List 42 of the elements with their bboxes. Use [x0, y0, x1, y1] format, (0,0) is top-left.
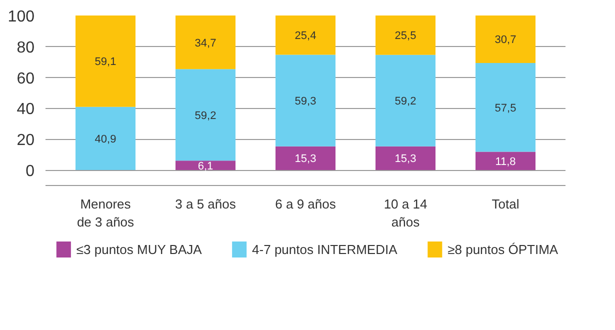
bar: [276, 146, 336, 170]
x-tick-label: 6 a 9 años: [275, 196, 336, 212]
data-label: 59,1: [94, 56, 116, 68]
legend-label: ≤3 puntos MUY BAJA: [76, 242, 202, 257]
y-tick-label: 100: [8, 8, 35, 26]
x-tick-label: Menores de 3 años: [76, 196, 135, 230]
y-tick-label: 80: [16, 39, 35, 56]
y-tick-label: 20: [16, 132, 35, 150]
bar: [76, 16, 136, 107]
data-label: 34,7: [194, 37, 216, 50]
data-label: 40,9: [94, 133, 116, 146]
x-tick-label: Total: [492, 196, 520, 212]
x-tick-label: 10 a 14 años: [384, 196, 428, 230]
y-tick-label: 0: [26, 163, 35, 180]
bar: [76, 106, 136, 170]
data-label: 30,7: [494, 34, 516, 46]
y-tick-label: 60: [16, 70, 35, 88]
bar: [376, 54, 436, 146]
data-label: 15,3: [294, 153, 316, 166]
bar: [476, 152, 536, 170]
data-label: 57,5: [494, 102, 516, 114]
legend-label: ≥8 puntos ÓPTIMA: [448, 242, 558, 257]
data-label: 59,2: [194, 110, 216, 122]
bar: [476, 16, 536, 63]
data-label: 25,4: [294, 30, 316, 42]
y-tick-label: 40: [16, 101, 35, 118]
data-label: 11,8: [495, 156, 516, 168]
x-tick-label: 3 a 5 años: [175, 196, 236, 212]
bar: [376, 146, 436, 170]
bar: [176, 160, 236, 170]
bar: [276, 54, 336, 146]
data-label: 25,5: [394, 30, 416, 42]
bar: [276, 16, 336, 55]
bar: [376, 16, 436, 55]
legend-label: 4-7 puntos INTERMEDIA: [252, 242, 398, 257]
data-label: 59,3: [294, 96, 316, 108]
bar: [176, 69, 236, 161]
data-label: 6,1: [198, 160, 214, 172]
bar: [176, 16, 236, 70]
data-label: 15,3: [394, 153, 416, 166]
data-label: 59,2: [394, 96, 416, 108]
bar: [476, 62, 536, 152]
